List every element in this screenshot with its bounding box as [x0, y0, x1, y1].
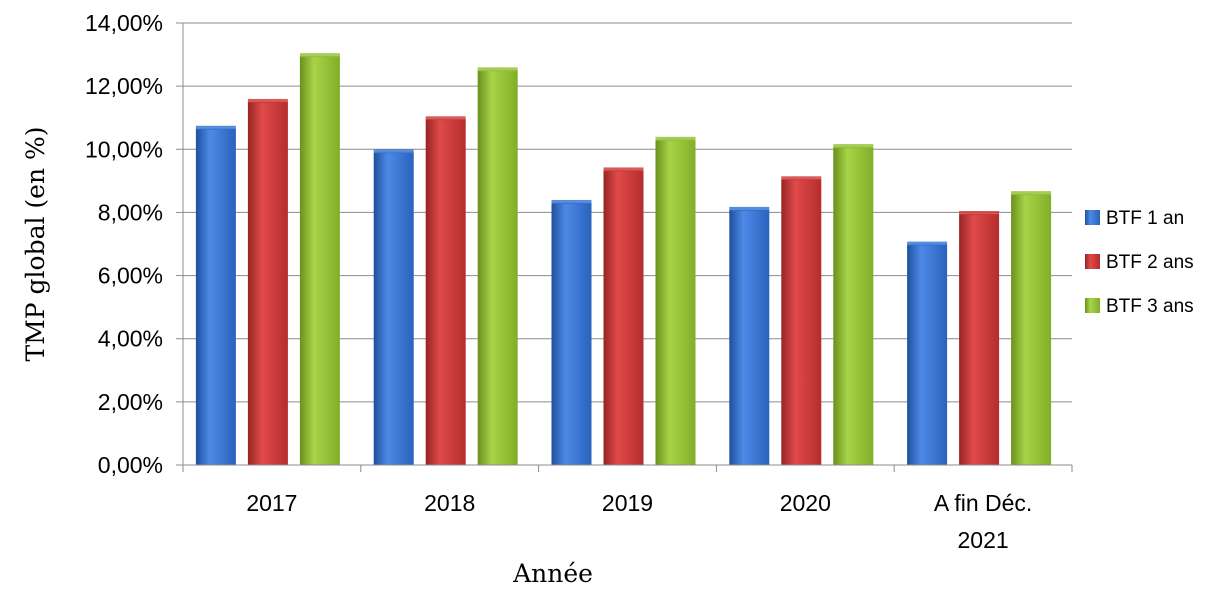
bar-cap: [373, 149, 414, 154]
bar-btf-1-an-1: [373, 152, 414, 465]
bar-cap: [907, 241, 948, 246]
bar-cap: [603, 167, 644, 172]
bar-btf-2-ans-2: [603, 170, 644, 465]
legend-label: BTF 1 an: [1106, 208, 1184, 229]
bar-cap: [551, 199, 592, 204]
y-tick-labels: 0,00% 2,00% 4,00% 6,00% 8,00% 10,00% 12,00% 14,…: [85, 10, 163, 478]
bar-cap: [959, 211, 1000, 216]
bar-cap: [729, 206, 770, 211]
x-tick-label: 2019: [602, 490, 653, 516]
bar-btf-3-ans-1: [477, 70, 518, 465]
bar-btf-3-ans-4: [1011, 194, 1052, 466]
bar-cap: [247, 98, 288, 103]
bars: [195, 53, 1052, 466]
bar-cap: [477, 67, 518, 72]
bar-btf-1-an-0: [195, 128, 236, 465]
x-tick-label: 2018: [424, 490, 475, 516]
y-tick-label: 12,00%: [85, 73, 163, 99]
bar-btf-3-ans-2: [655, 139, 696, 466]
legend-label: BTF 2 ans: [1106, 252, 1194, 273]
y-tick-label: 14,00%: [85, 10, 163, 36]
y-tick-label: 2,00%: [98, 389, 163, 415]
y-tick-label: 8,00%: [98, 199, 163, 225]
bar-btf-3-ans-0: [299, 56, 340, 466]
y-axis-title: TMP global (en %): [21, 126, 50, 361]
legend-label: BTF 3 ans: [1106, 296, 1194, 317]
legend-swatch: [1085, 210, 1100, 225]
bar-btf-2-ans-4: [959, 214, 1000, 465]
bar-btf-1-an-4: [907, 244, 948, 465]
bar-cap: [195, 125, 236, 130]
y-tick-label: 4,00%: [98, 326, 163, 352]
bar-cap: [833, 144, 874, 149]
axes: [182, 23, 1073, 472]
bar-cap: [1011, 191, 1052, 196]
bar-btf-2-ans-0: [247, 101, 288, 465]
bar-btf-1-an-3: [729, 209, 770, 465]
legend: BTF 1 an BTF 2 ans BTF 3 ans: [1085, 208, 1194, 317]
x-tick-label: 2020: [780, 490, 831, 516]
bar-cap: [655, 136, 696, 141]
y-tick-label: 10,00%: [85, 136, 163, 162]
bar-btf-3-ans-3: [833, 147, 874, 465]
x-tick-label: A fin Déc. 2021: [934, 490, 1032, 553]
x-tick-labels: 2017 2018 2019 2020 A fin Déc. 2021: [246, 490, 1032, 553]
y-tick-label: 6,00%: [98, 263, 163, 289]
bar-cap: [425, 116, 466, 121]
legend-swatch: [1085, 254, 1100, 269]
bar-cap: [299, 53, 340, 58]
legend-swatch: [1085, 298, 1100, 313]
bar-btf-1-an-2: [551, 202, 592, 465]
bar-btf-2-ans-1: [425, 119, 466, 466]
bar-btf-2-ans-3: [781, 179, 822, 465]
x-tick-label: 2017: [246, 490, 297, 516]
y-tick-label: 0,00%: [98, 452, 163, 478]
x-axis-title: Année: [512, 559, 593, 588]
bar-cap: [781, 176, 822, 181]
